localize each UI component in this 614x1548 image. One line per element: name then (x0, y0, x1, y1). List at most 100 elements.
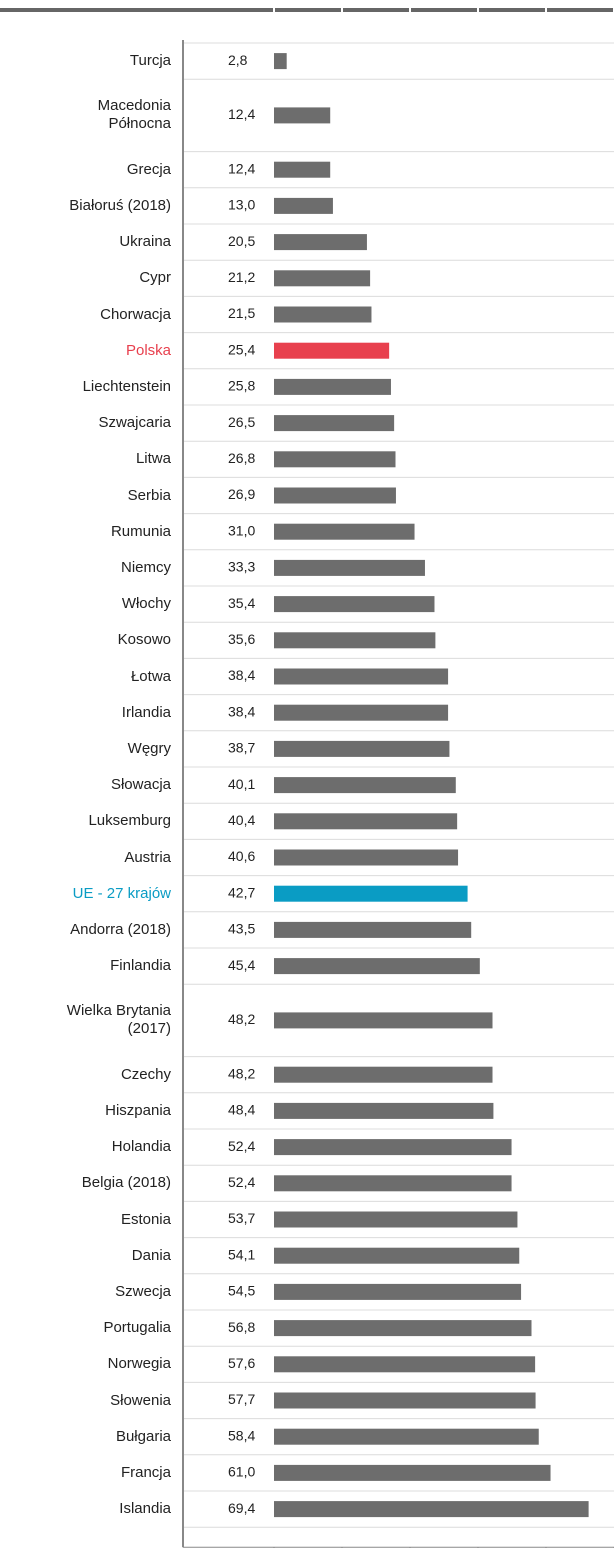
bar (274, 596, 435, 613)
bar (274, 1283, 522, 1300)
value-label: 40,4 (228, 812, 255, 828)
category-label: Ukraina (119, 233, 171, 251)
bar (274, 704, 449, 721)
bar (274, 668, 449, 685)
category-label: Liechtenstein (82, 377, 171, 395)
value-label: 38,7 (228, 740, 255, 756)
value-label: 40,6 (228, 848, 255, 864)
category-label: Bułgaria (115, 1427, 171, 1445)
category-label: Cypr (139, 269, 171, 287)
value-label: 26,8 (228, 450, 255, 466)
value-label: 54,5 (228, 1283, 255, 1299)
value-label: 12,4 (228, 106, 255, 122)
value-label: 25,4 (228, 341, 255, 357)
value-label: 21,2 (228, 269, 255, 285)
value-label: 48,2 (228, 1065, 255, 1081)
value-label: 20,5 (228, 233, 255, 249)
value-label: 33,3 (228, 559, 255, 575)
category-label: Rumunia (110, 522, 171, 540)
category-label: Wielka Brytania (2017) (66, 1002, 171, 1038)
bar (274, 921, 472, 938)
category-label: Chorwacja (100, 305, 171, 323)
value-label: 43,5 (228, 921, 255, 937)
value-label: 48,4 (228, 1102, 255, 1118)
category-label: Belgia (2018) (81, 1174, 171, 1192)
value-label: 35,4 (228, 595, 255, 611)
bar (274, 1464, 551, 1481)
bar (274, 1102, 494, 1119)
category-label: Norwegia (107, 1355, 171, 1373)
bar (274, 487, 396, 504)
value-label: 35,6 (228, 631, 255, 647)
top-tick-notch (341, 8, 343, 12)
bar (274, 1175, 512, 1192)
category-label: Polska (125, 341, 171, 359)
value-label: 2,8 (228, 52, 248, 68)
bar (274, 885, 468, 902)
top-rule (0, 8, 614, 12)
value-label: 25,8 (228, 378, 255, 394)
bar (274, 1320, 532, 1337)
bar (274, 197, 333, 214)
category-label: Turcja (129, 52, 171, 70)
top-tick-notch (409, 8, 411, 12)
top-tick-notch (477, 8, 479, 12)
value-label: 38,4 (228, 703, 255, 719)
value-label: 48,2 (228, 1011, 255, 1027)
bar (274, 632, 436, 649)
value-label: 56,8 (228, 1319, 255, 1335)
value-label: 57,7 (228, 1391, 255, 1407)
value-label: 12,4 (228, 160, 255, 176)
category-label: Szwajcaria (98, 414, 171, 432)
bar (274, 813, 458, 830)
category-label: Macedonia Północna (97, 97, 171, 133)
top-tick-notch (545, 8, 547, 12)
category-label: Islandia (119, 1500, 171, 1518)
category-label: Finlandia (110, 957, 171, 975)
bar (274, 523, 415, 540)
value-label: 58,4 (228, 1427, 255, 1443)
bar (274, 451, 396, 468)
value-label: 21,5 (228, 305, 255, 321)
category-label: UE - 27 krajów (72, 884, 171, 902)
value-label: 26,9 (228, 486, 255, 502)
category-label: Słowacja (110, 776, 171, 794)
value-label: 40,1 (228, 776, 255, 792)
bar (274, 559, 425, 576)
category-label: Irlandia (121, 703, 171, 721)
bar (274, 107, 331, 124)
category-label: Białoruś (2018) (69, 196, 171, 214)
bar (274, 958, 480, 975)
value-label: 45,4 (228, 957, 255, 973)
category-label: Węgry (127, 739, 171, 757)
value-label: 53,7 (228, 1210, 255, 1226)
category-label: Estonia (120, 1210, 171, 1228)
bar (274, 53, 287, 70)
value-label: 52,4 (228, 1138, 255, 1154)
bar (274, 270, 371, 287)
value-label: 57,6 (228, 1355, 255, 1371)
bar (274, 849, 459, 866)
category-label: Włochy (121, 595, 171, 613)
category-label: Słowenia (110, 1391, 171, 1409)
bar (274, 161, 331, 178)
bar (274, 1211, 518, 1228)
bar (274, 378, 391, 395)
bar (274, 1501, 589, 1518)
value-label: 61,0 (228, 1464, 255, 1480)
category-label: Łotwa (130, 667, 171, 685)
bar (274, 1012, 493, 1029)
bar (274, 1139, 512, 1156)
value-label: 38,4 (228, 667, 255, 683)
category-label: Czechy (120, 1065, 171, 1083)
bar (274, 1428, 539, 1445)
category-label: Austria (124, 848, 171, 866)
bar (274, 342, 390, 359)
bar (274, 1356, 536, 1373)
category-label: Andorra (2018) (70, 920, 171, 938)
value-label: 54,1 (228, 1246, 255, 1262)
value-label: 69,4 (228, 1500, 255, 1516)
category-label: Holandia (111, 1138, 171, 1156)
category-label: Luksemburg (88, 812, 171, 830)
